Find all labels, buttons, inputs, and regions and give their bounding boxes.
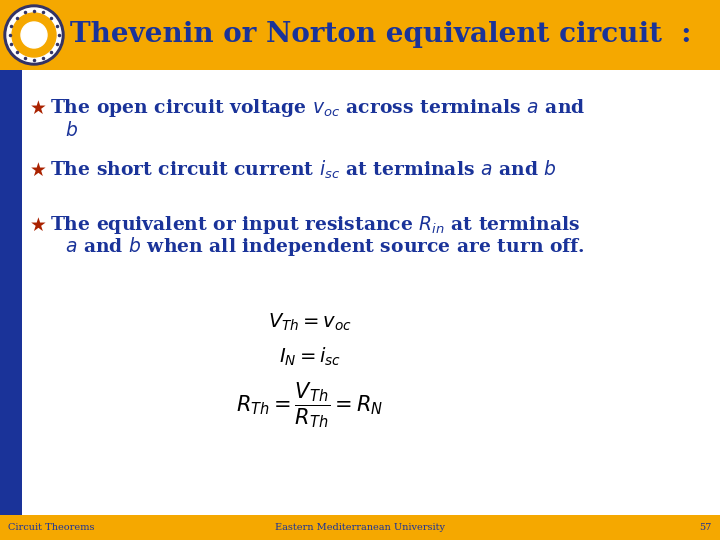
- Text: 57: 57: [700, 523, 712, 532]
- Text: Thevenin or Norton equivalent circuit  :: Thevenin or Norton equivalent circuit :: [70, 22, 691, 49]
- Text: ★: ★: [30, 215, 47, 234]
- Text: ★: ★: [30, 160, 47, 179]
- Text: The equivalent or input resistance $R_{in}$ at terminals: The equivalent or input resistance $R_{i…: [50, 214, 580, 236]
- Circle shape: [7, 8, 61, 62]
- Bar: [0, 515, 720, 540]
- Text: $I_N = i_{sc}$: $I_N = i_{sc}$: [279, 346, 341, 368]
- Circle shape: [4, 5, 64, 65]
- Text: $b$: $b$: [65, 120, 78, 139]
- Text: The open circuit voltage $v_{oc}$ across terminals $a$ and: The open circuit voltage $v_{oc}$ across…: [50, 97, 585, 119]
- Text: The short circuit current $i_{sc}$ at terminals $a$ and $b$: The short circuit current $i_{sc}$ at te…: [50, 159, 557, 181]
- Text: $V_{Th} = v_{oc}$: $V_{Th} = v_{oc}$: [268, 312, 352, 333]
- Text: Circuit Theorems: Circuit Theorems: [8, 523, 94, 532]
- Bar: [0, 0, 720, 70]
- Text: Eastern Mediterranean University: Eastern Mediterranean University: [275, 523, 445, 532]
- Bar: [0, 70, 22, 515]
- Circle shape: [12, 13, 56, 57]
- Text: $a$ and $b$ when all independent source are turn off.: $a$ and $b$ when all independent source …: [65, 235, 585, 259]
- Text: ★: ★: [30, 98, 47, 118]
- Text: $R_{Th} = \dfrac{V_{Th}}{R_{Th}} = R_N$: $R_{Th} = \dfrac{V_{Th}}{R_{Th}} = R_N$: [236, 380, 384, 430]
- Circle shape: [21, 22, 47, 48]
